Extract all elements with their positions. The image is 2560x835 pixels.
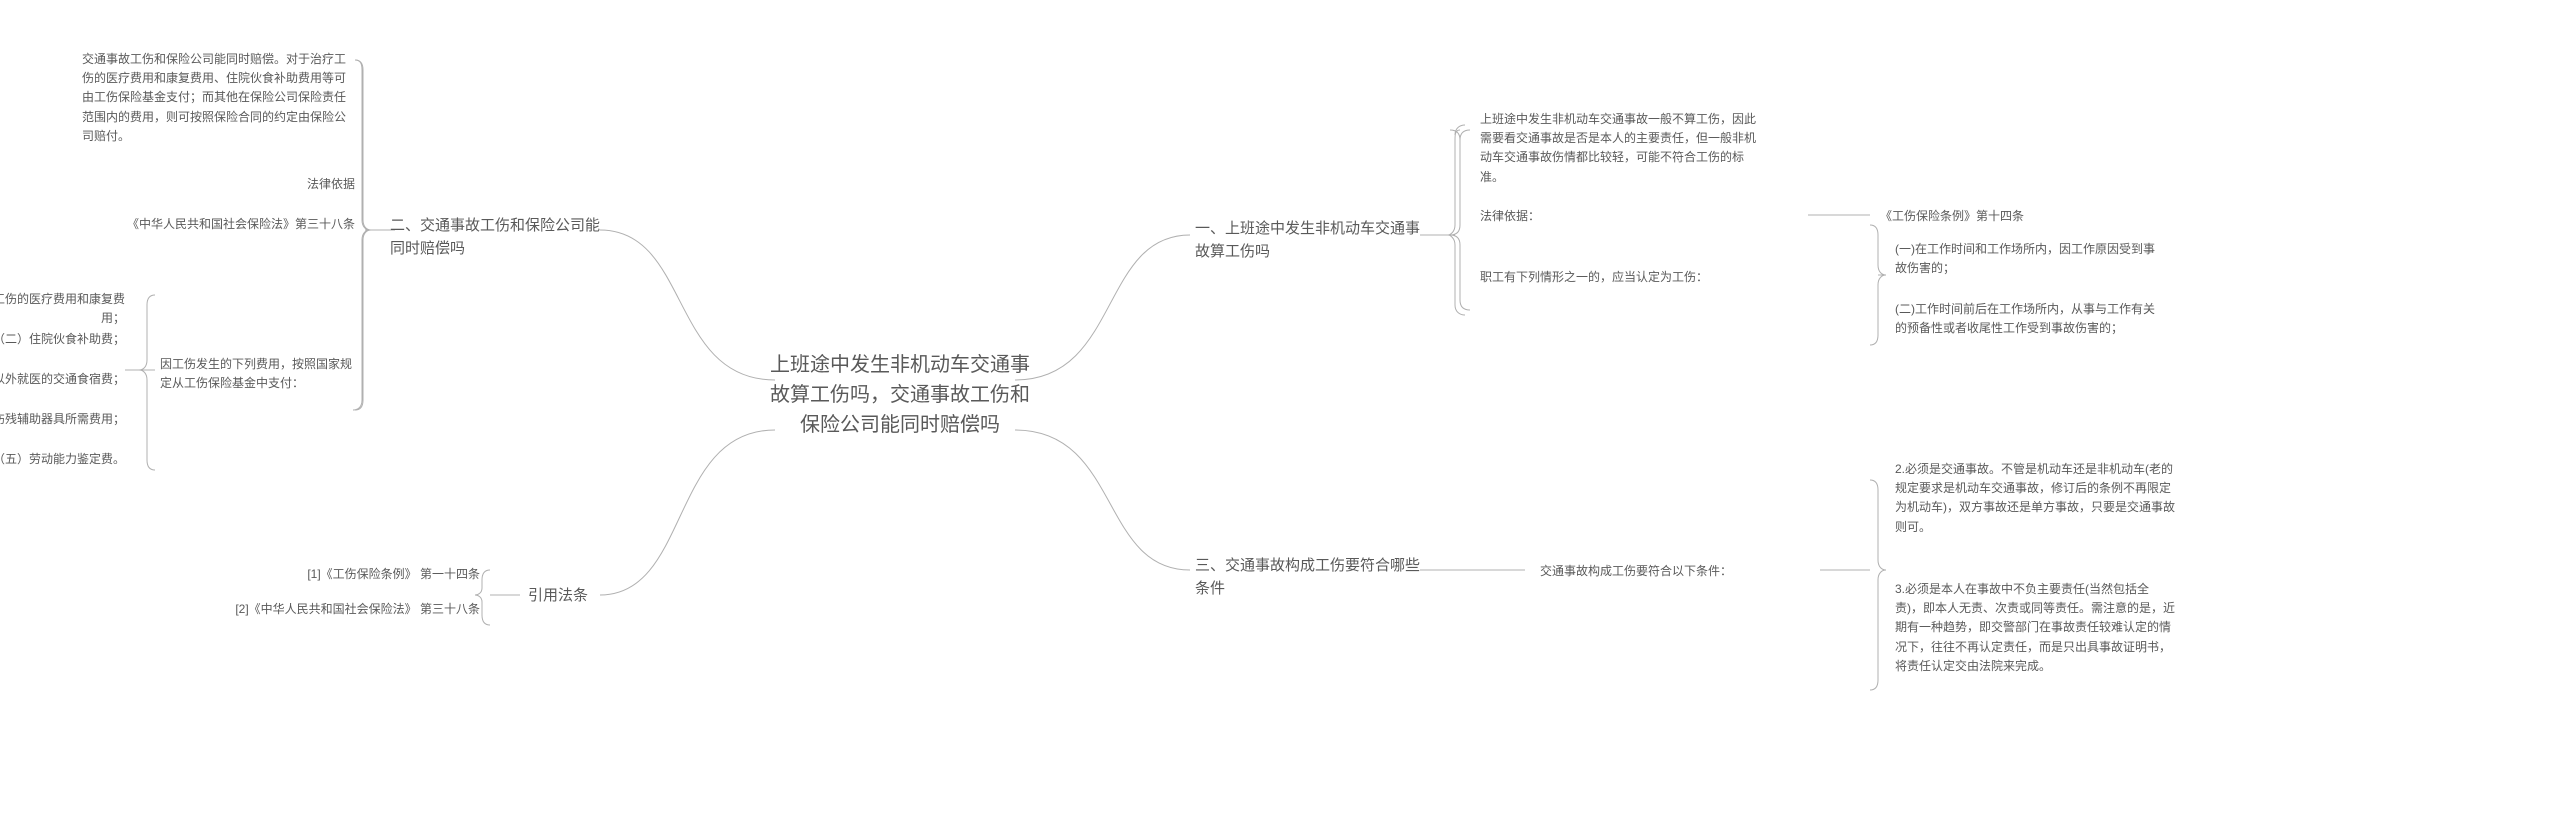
branch-1-desc: 上班途中发生非机动车交通事故一般不算工伤，因此需要看交通事故是否是本人的主要责任…	[1480, 110, 1760, 187]
branch-3-item-2: 2.必须是交通事故。不管是机动车还是非机动车(老的规定要求是机动车交通事故，修订…	[1895, 460, 2175, 537]
branch-2-i2: （二）住院伙食补助费；	[0, 330, 125, 349]
connector-lines	[0, 0, 2560, 835]
branch-1-legal-label: 法律依据：	[1480, 207, 1560, 226]
branch-2-i1: （一）治疗工伤的医疗费用和康复费用；	[0, 290, 125, 328]
branch-1-legal-ref: 《工伤保险条例》第十四条	[1880, 207, 2080, 226]
branch-2-sub-title: 因工伤发生的下列费用，按照国家规定从工伤保险基金中支付：	[160, 355, 355, 393]
branch-ref-r1: [1]《工伤保险条例》 第一十四条	[280, 565, 480, 584]
branch-ref-r2: [2]《中华人民共和国社会保险法》 第三十八条	[235, 600, 480, 619]
branch-2-i5: （五）劳动能力鉴定费。	[0, 450, 125, 469]
branch-3-sub-title: 交通事故构成工伤要符合以下条件：	[1540, 562, 1800, 581]
branch-2-i3: （三）到统筹地区以外就医的交通食宿费；	[0, 370, 125, 389]
branch-2-legal-label: 法律依据	[295, 175, 355, 194]
branch-1-sub-title: 职工有下列情形之一的，应当认定为工伤：	[1480, 268, 1760, 287]
branch-2-desc: 交通事故工伤和保险公司能同时赔偿。对于治疗工伤的医疗费用和康复费用、住院伙食补助…	[82, 50, 352, 146]
branch-1-item-b: (二)工作时间前后在工作场所内，从事与工作有关的预备性或者收尾性工作受到事故伤害…	[1895, 300, 2165, 338]
branch-1-item-a: (一)在工作时间和工作场所内，因工作原因受到事故伤害的；	[1895, 240, 2165, 278]
branch-ref-title: 引用法条	[528, 585, 608, 608]
branch-2-i4: （四）安装配置伤残辅助器具所需费用；	[0, 410, 125, 429]
center-title: 上班途中发生非机动车交通事故算工伤吗，交通事故工伤和保险公司能同时赔偿吗	[770, 350, 1030, 440]
branch-2-legal-ref: 《中华人民共和国社会保险法》第三十八条	[95, 215, 355, 234]
branch-3-title: 三、交通事故构成工伤要符合哪些条件	[1195, 555, 1425, 600]
branch-2-title: 二、交通事故工伤和保险公司能同时赔偿吗	[390, 215, 600, 260]
branch-3-item-3: 3.必须是本人在事故中不负主要责任(当然包括全责)，即本人无责、次责或同等责任。…	[1895, 580, 2175, 676]
branch-1-title: 一、上班途中发生非机动车交通事故算工伤吗	[1195, 218, 1425, 263]
brackets	[0, 0, 2560, 835]
